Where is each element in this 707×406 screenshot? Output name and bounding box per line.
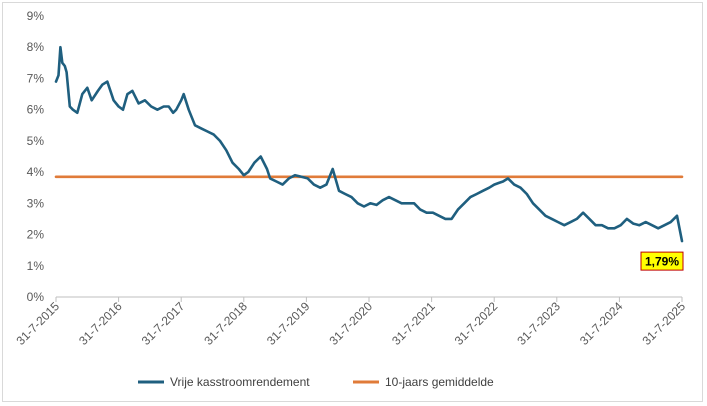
y-tick-label: 3% [27,196,45,210]
x-tick-label: 31-7-2016 [76,299,125,348]
y-tick-label: 9% [27,9,45,23]
series-line-vrije-kasstroomrendement [54,45,684,243]
x-tick-label: 31-7-2019 [264,299,313,348]
y-tick-label: 7% [27,71,45,85]
y-tick-label: 0% [27,290,45,304]
x-tick-label: 31-7-2017 [139,299,188,348]
x-tick-label: 31-7-2022 [452,299,501,348]
line-chart: 0% 1% 2% 3% 4% 5% 6% 7% 8% 9% 31-7-2015 31-7-2016 3… [14,9,689,389]
y-tick-label: 4% [27,165,45,179]
y-tick-label: 2% [27,228,45,242]
legend-item-vrije-kasstroomrendement: Vrije kasstroomrendement [138,375,310,389]
legend-item-10-jaars-gemiddelde: 10-jaars gemiddelde [353,375,494,389]
x-tick-label: 31-7-2020 [327,299,376,348]
annotation-box [640,251,684,271]
y-tick-label: 6% [27,103,45,117]
x-tick-label: 31-7-2018 [201,299,250,348]
x-tick-label: 31-7-2023 [514,299,563,348]
x-tick-label: 31-7-2015 [14,299,63,348]
legend-label: 10-jaars gemiddelde [385,375,494,389]
y-tick-label: 8% [27,40,45,54]
y-tick-label: 1% [27,259,45,273]
x-tick-label: 31-7-2021 [389,299,438,348]
x-tick-label: 31-7-2024 [577,299,626,348]
annotation-label: 1,79% [645,255,679,269]
chart-frame: 0% 1% 2% 3% 4% 5% 6% 7% 8% 9% 31-7-2015 31-7-2016 3… [2,2,703,402]
y-tick-label: 5% [27,134,45,148]
x-tick-label: 31-7-2025 [640,299,689,348]
legend-label: Vrije kasstroomrendement [170,375,310,389]
